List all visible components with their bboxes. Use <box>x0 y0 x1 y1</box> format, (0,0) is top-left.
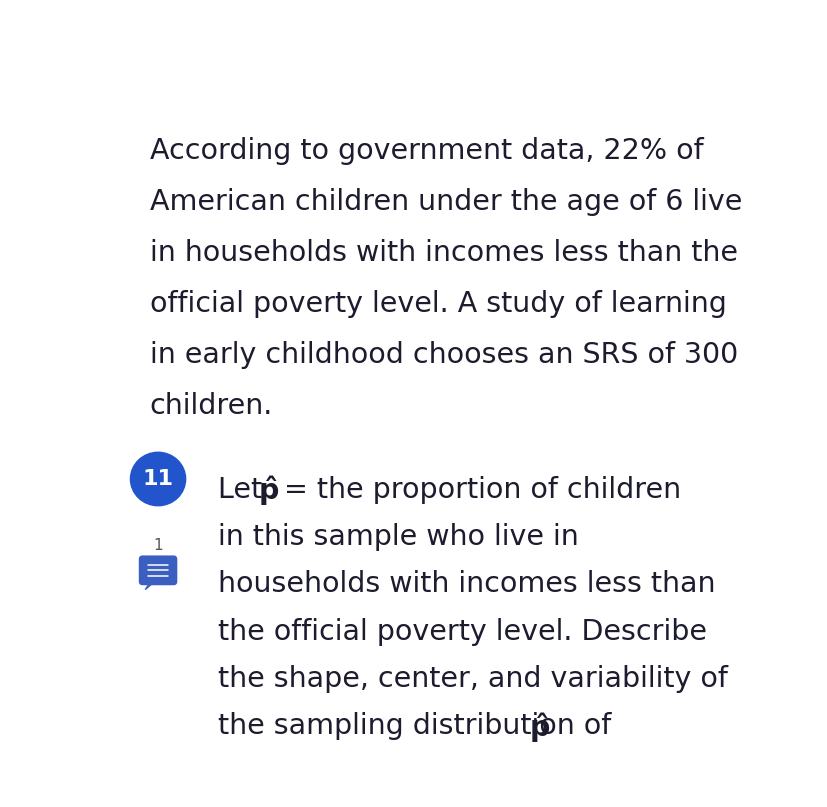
FancyBboxPatch shape <box>139 555 177 585</box>
Text: children.: children. <box>150 392 273 420</box>
Text: the official poverty level. Describe: the official poverty level. Describe <box>218 617 706 646</box>
Text: the sampling distribution of: the sampling distribution of <box>218 712 619 740</box>
Text: = the proportion of children: = the proportion of children <box>275 476 680 504</box>
Text: p̂: p̂ <box>259 476 279 505</box>
Text: the shape, center, and variability of: the shape, center, and variability of <box>218 665 727 692</box>
Circle shape <box>131 452 185 506</box>
Text: 1: 1 <box>153 538 163 553</box>
Text: in early childhood chooses an SRS of 300: in early childhood chooses an SRS of 300 <box>150 341 737 369</box>
Text: Let: Let <box>218 476 270 504</box>
Text: 11: 11 <box>142 469 174 489</box>
Text: p̂: p̂ <box>528 712 549 742</box>
Text: in households with incomes less than the: in households with incomes less than the <box>150 239 737 267</box>
Text: households with incomes less than: households with incomes less than <box>218 571 715 598</box>
Text: American children under the age of 6 live: American children under the age of 6 liv… <box>150 188 741 216</box>
Text: official poverty level. A study of learning: official poverty level. A study of learn… <box>150 290 726 318</box>
Text: in this sample who live in: in this sample who live in <box>218 523 578 551</box>
Text: According to government data, 22% of: According to government data, 22% of <box>150 137 702 165</box>
Polygon shape <box>145 580 156 590</box>
